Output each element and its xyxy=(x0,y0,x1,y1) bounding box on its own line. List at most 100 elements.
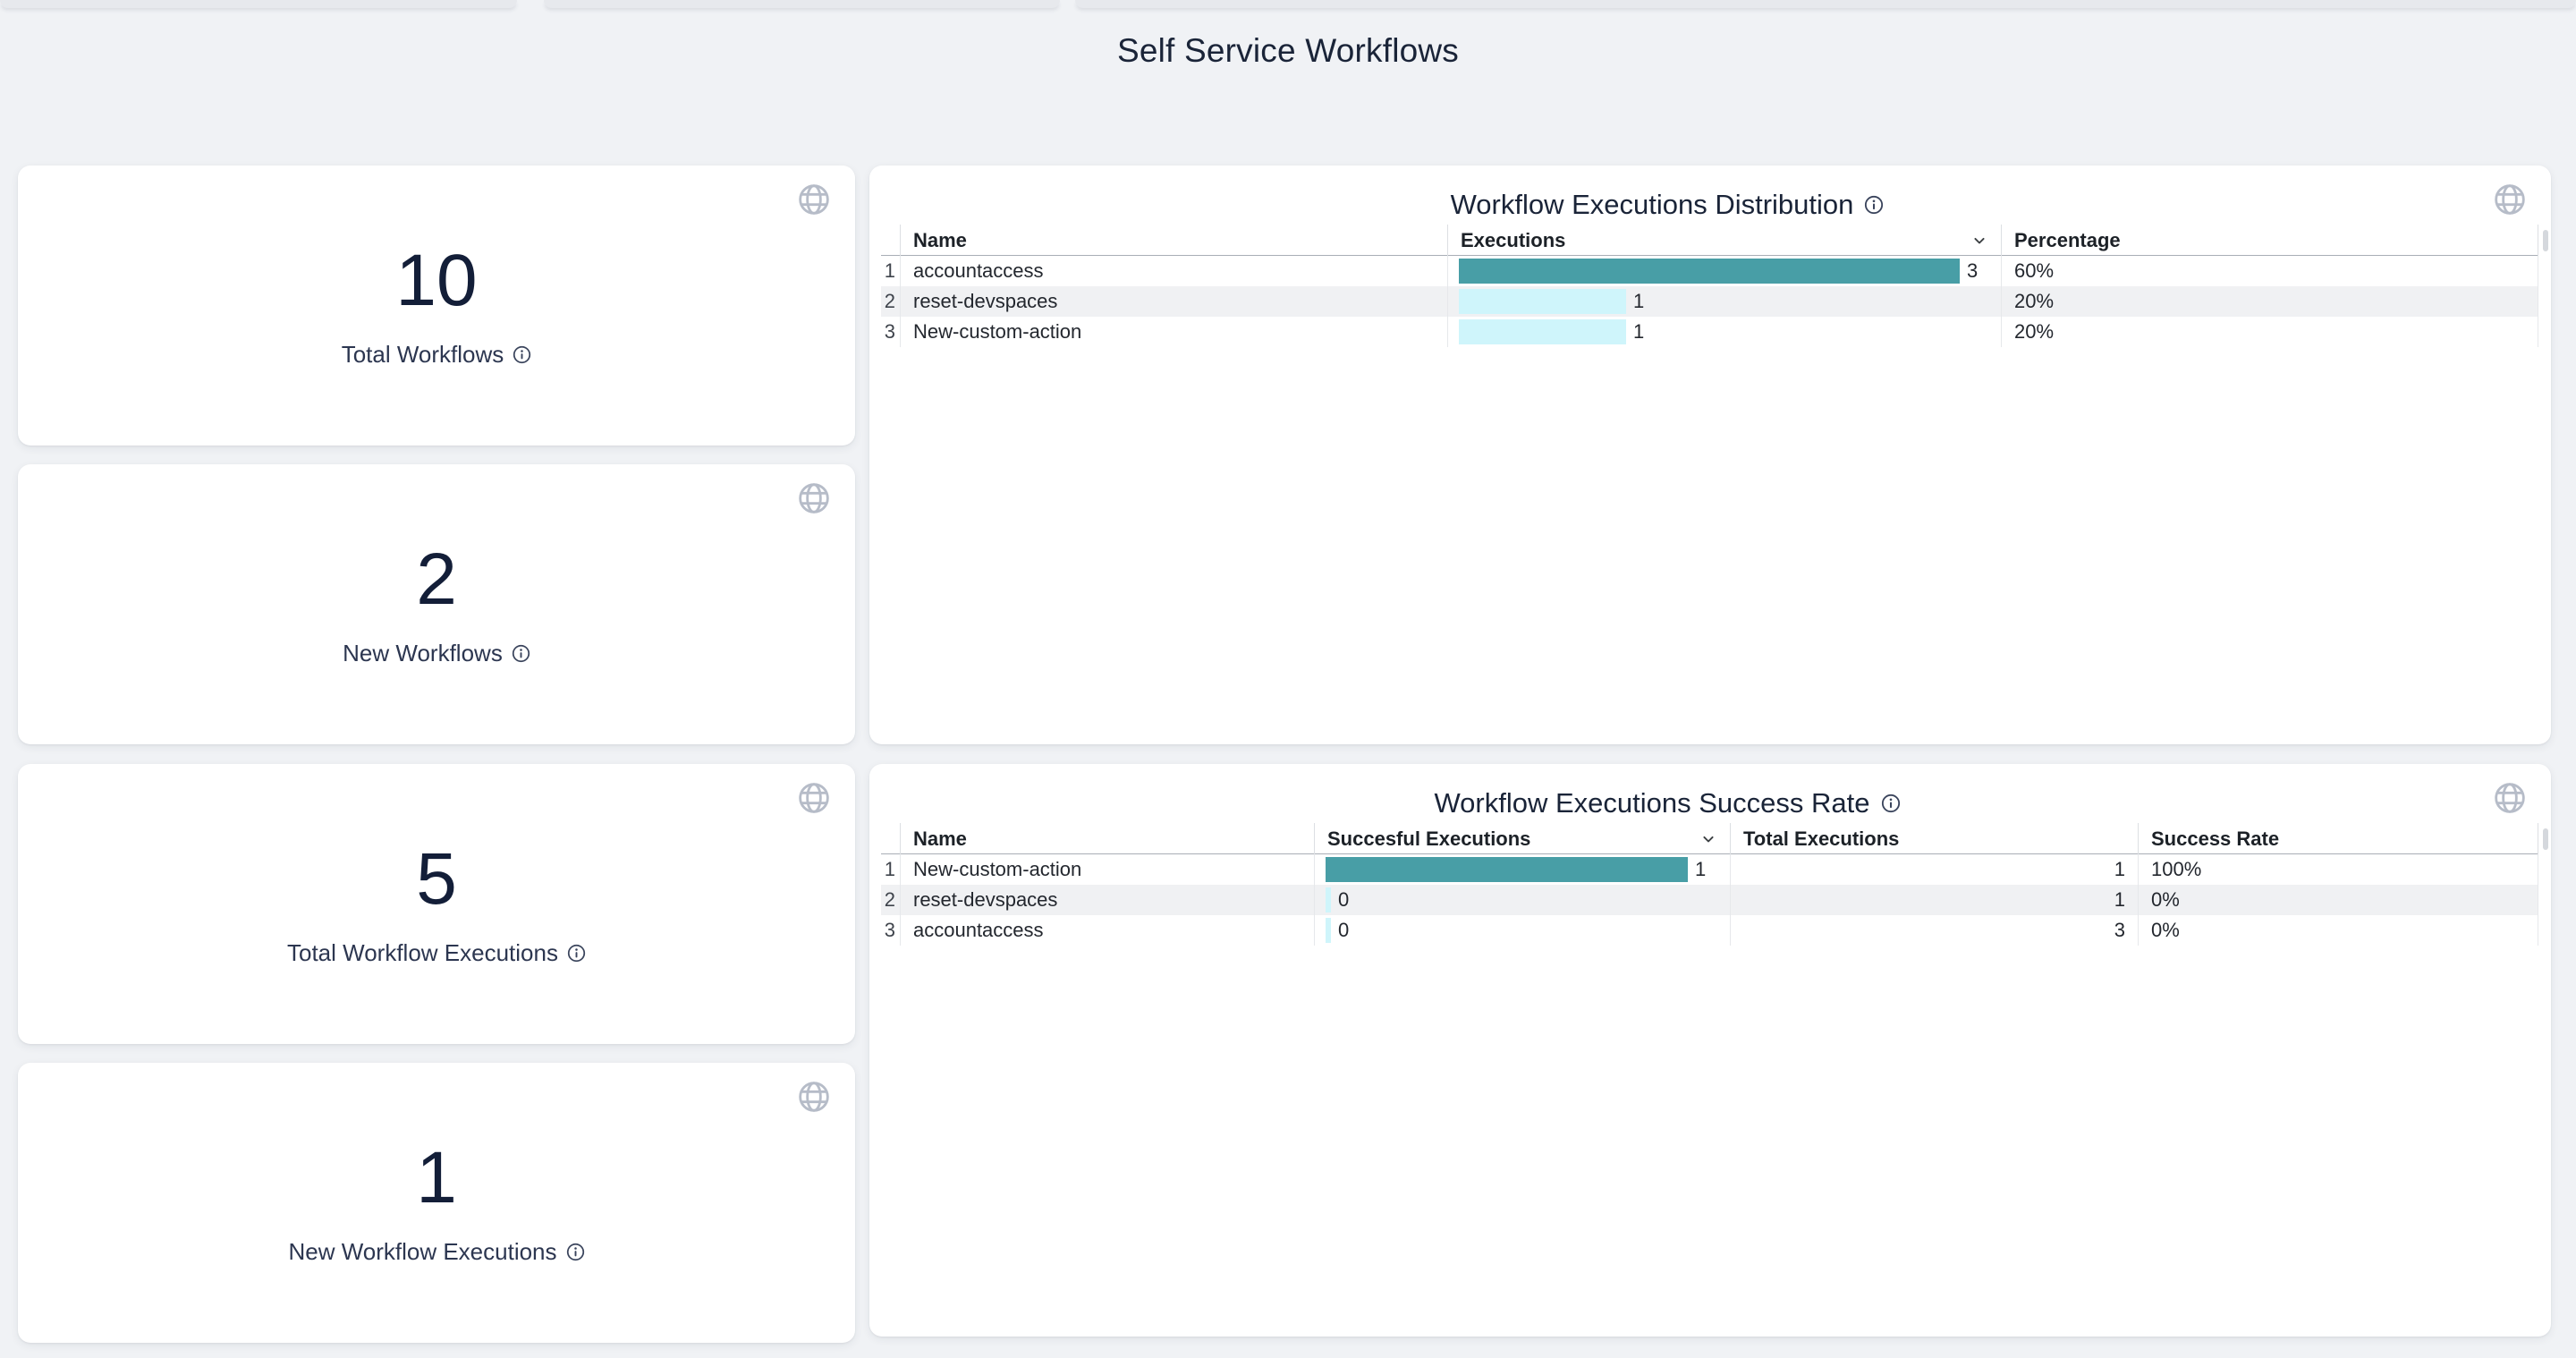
column-header-index xyxy=(881,225,900,256)
stat-label: Total Workflows xyxy=(341,341,504,368)
succesful-executions-bar-cell: 0 xyxy=(1314,885,1730,915)
card-workflow-executions-success-rate: Workflow Executions Success Rate Name Suc… xyxy=(869,764,2551,1337)
succesful-executions-bar-cell: 1 xyxy=(1314,854,1730,885)
table-row: 3 accountaccess 0 3 0% xyxy=(881,915,2538,946)
column-header-name[interactable]: Name xyxy=(900,823,1314,854)
column-header-label: Name xyxy=(913,228,967,251)
success-rate-table: Name Succesful Executions Total Execution… xyxy=(881,823,2538,946)
name-cell: New-custom-action xyxy=(900,854,1314,885)
row-index-cell: 3 xyxy=(884,919,895,941)
column-header-total-executions[interactable]: Total Executions xyxy=(1730,823,2138,854)
percentage-cell: 20% xyxy=(2001,317,2538,347)
bar-value-label: 3 xyxy=(1967,259,1979,282)
stat-card-new-workflows: 2 New Workflows xyxy=(18,464,855,744)
name-cell: reset-devspaces xyxy=(900,286,1447,317)
stat-value: 2 xyxy=(416,539,457,620)
name-cell: reset-devspaces xyxy=(900,885,1314,915)
chevron-down-icon[interactable] xyxy=(1970,232,1988,250)
bar-value-label: 1 xyxy=(1633,290,1645,312)
bar-value-label: 0 xyxy=(1338,919,1350,941)
info-icon[interactable] xyxy=(513,345,531,364)
stat-label: New Workflows xyxy=(343,640,503,666)
chevron-down-icon[interactable] xyxy=(1699,830,1717,848)
column-header-name[interactable]: Name xyxy=(900,225,1447,256)
vertical-scrollbar-thumb[interactable] xyxy=(2543,828,2548,850)
value-bar xyxy=(1326,918,1331,943)
column-header-percentage[interactable]: Percentage xyxy=(2001,225,2538,256)
stat-value: 5 xyxy=(416,838,457,920)
total-executions-cell: 3 xyxy=(1730,915,2138,946)
stat-card-new-workflow-executions: 1 New Workflow Executions xyxy=(18,1063,855,1343)
value-bar xyxy=(1326,887,1331,912)
executions-bar-cell: 3 xyxy=(1447,256,2001,286)
value-bar xyxy=(1459,289,1626,314)
table-title: Workflow Executions Success Rate xyxy=(1434,787,1870,819)
stat-value: 10 xyxy=(395,240,478,321)
row-index-cell: 1 xyxy=(884,858,895,880)
bar-value-label: 1 xyxy=(1695,858,1707,880)
info-icon[interactable] xyxy=(566,1243,585,1261)
globe-icon[interactable] xyxy=(2492,182,2528,217)
column-header-label: Executions xyxy=(1461,228,1566,251)
table-title: Workflow Executions Distribution xyxy=(1450,189,1854,220)
vertical-scrollbar-thumb[interactable] xyxy=(2543,230,2548,251)
globe-icon[interactable] xyxy=(2492,780,2528,816)
stat-card-total-workflows: 10 Total Workflows xyxy=(18,166,855,446)
percentage-cell: 20% xyxy=(2001,286,2538,317)
info-icon[interactable] xyxy=(512,644,530,663)
table-row: 1 New-custom-action 1 1 100% xyxy=(881,854,2538,885)
column-header-success-rate[interactable]: Success Rate xyxy=(2138,823,2538,854)
executions-distribution-table: Name Executions Percentage 1 accountaccess 3… xyxy=(881,225,2538,347)
executions-bar-cell: 1 xyxy=(1447,317,2001,347)
bar-value-label: 1 xyxy=(1633,320,1645,343)
column-header-executions[interactable]: Executions xyxy=(1447,225,2001,256)
row-index-cell: 2 xyxy=(884,888,895,911)
value-bar xyxy=(1326,857,1688,882)
stat-card-total-workflow-executions: 5 Total Workflow Executions xyxy=(18,764,855,1044)
percentage-cell: 60% xyxy=(2001,256,2538,286)
info-icon[interactable] xyxy=(567,944,586,963)
info-icon[interactable] xyxy=(1864,195,1884,215)
success-rate-cell: 0% xyxy=(2138,885,2538,915)
top-card-edge xyxy=(1075,0,2576,8)
table-row: 2 reset-devspaces 1 20% xyxy=(881,286,2538,317)
name-cell: New-custom-action xyxy=(900,317,1447,347)
success-rate-cell: 100% xyxy=(2138,854,2538,885)
stat-label: Total Workflow Executions xyxy=(287,939,558,966)
table-header-row: Name Succesful Executions Total Execution… xyxy=(881,823,2538,854)
table-row: 3 New-custom-action 1 20% xyxy=(881,317,2538,347)
table-row: 2 reset-devspaces 0 1 0% xyxy=(881,885,2538,915)
page-title: Self Service Workflows xyxy=(1116,32,1460,69)
stat-label: New Workflow Executions xyxy=(288,1238,557,1265)
table-row: 1 accountaccess 3 60% xyxy=(881,256,2538,286)
row-index-cell: 1 xyxy=(884,259,895,282)
name-cell: accountaccess xyxy=(900,915,1314,946)
value-bar xyxy=(1459,319,1626,344)
executions-bar-cell: 1 xyxy=(1447,286,2001,317)
globe-icon[interactable] xyxy=(796,1079,832,1115)
table-header-row: Name Executions Percentage xyxy=(881,225,2538,256)
stat-value: 1 xyxy=(416,1137,457,1218)
top-card-edge xyxy=(0,0,517,8)
column-header-label: Success Rate xyxy=(2151,827,2280,850)
value-bar xyxy=(1459,259,1960,284)
name-cell: accountaccess xyxy=(900,256,1447,286)
card-workflow-executions-distribution: Workflow Executions Distribution Name Exe… xyxy=(869,166,2551,744)
globe-icon[interactable] xyxy=(796,480,832,516)
globe-icon[interactable] xyxy=(796,182,832,217)
column-header-label: Name xyxy=(913,827,967,850)
globe-icon[interactable] xyxy=(796,780,832,816)
column-header-label: Succesful Executions xyxy=(1327,827,1531,850)
succesful-executions-bar-cell: 0 xyxy=(1314,915,1730,946)
info-icon[interactable] xyxy=(1881,794,1901,813)
total-executions-cell: 1 xyxy=(1730,854,2138,885)
success-rate-cell: 0% xyxy=(2138,915,2538,946)
column-header-label: Total Executions xyxy=(1743,827,1900,850)
column-header-succesful-executions[interactable]: Succesful Executions xyxy=(1314,823,1730,854)
top-card-edge xyxy=(544,0,1060,8)
row-index-cell: 2 xyxy=(884,290,895,312)
row-index-cell: 3 xyxy=(884,320,895,343)
column-header-label: Percentage xyxy=(2014,228,2121,251)
column-header-index xyxy=(881,823,900,854)
total-executions-cell: 1 xyxy=(1730,885,2138,915)
